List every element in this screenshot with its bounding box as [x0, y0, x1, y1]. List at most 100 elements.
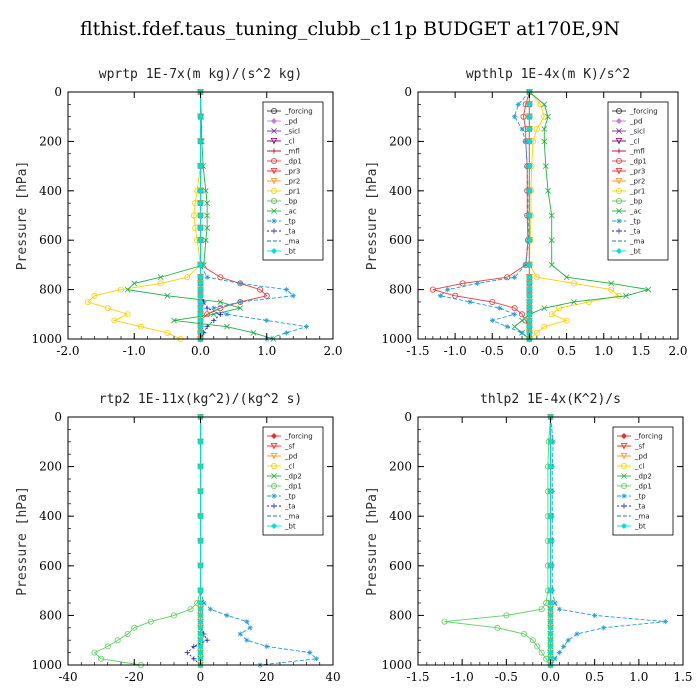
data-point — [538, 606, 545, 613]
legend-label: _ma — [284, 513, 300, 521]
legend-marker — [271, 218, 277, 224]
data-point — [520, 113, 527, 120]
data-point — [91, 649, 98, 656]
legend-marker — [620, 443, 628, 450]
legend-marker — [270, 483, 277, 490]
data-point — [608, 286, 615, 293]
data-point — [197, 138, 204, 145]
series-bt — [526, 88, 533, 343]
data-point — [526, 237, 533, 244]
legend-marker — [615, 108, 622, 115]
data-point — [474, 280, 481, 287]
data-point — [264, 317, 270, 324]
data-point — [217, 299, 224, 305]
data-point — [237, 280, 243, 287]
data-point — [114, 637, 121, 644]
y-tick-label: 200 — [39, 460, 62, 474]
data-point — [541, 305, 548, 312]
data-point — [211, 317, 217, 324]
data-point — [548, 311, 555, 318]
data-point — [542, 163, 549, 169]
data-point — [187, 606, 194, 613]
data-point — [197, 292, 204, 299]
legend-marker — [270, 247, 278, 255]
y-tick-label: 1000 — [31, 658, 62, 672]
legend-marker — [620, 483, 627, 490]
data-point — [511, 114, 518, 120]
data-point — [91, 292, 98, 299]
legend-marker — [616, 208, 622, 214]
data-point — [184, 274, 191, 281]
legend-label: _ac — [284, 208, 297, 216]
legend-label: _mfl — [629, 148, 645, 156]
data-point — [515, 101, 521, 107]
data-point — [547, 606, 554, 613]
legend-marker — [615, 247, 623, 255]
data-point — [204, 324, 210, 330]
data-point — [191, 656, 197, 662]
legend-marker — [621, 473, 627, 479]
data-point — [547, 649, 554, 656]
chart-wpthlp: wpthlp 1E-4x(m K)/s^2 Pressure [hPa] -1.5 -… — [365, 67, 688, 358]
series-dp1 — [91, 413, 204, 668]
data-point — [247, 625, 253, 631]
data-point — [197, 237, 204, 244]
data-point — [104, 305, 111, 312]
y-tick-label: 1000 — [381, 332, 412, 346]
data-point — [104, 643, 111, 650]
x-tick-label: 20 — [259, 670, 274, 684]
legend-marker — [270, 453, 278, 460]
data-point — [164, 329, 171, 336]
legend-marker — [271, 128, 277, 134]
y-axis-label: Pressure [hPa] — [365, 486, 380, 596]
data-point — [197, 618, 204, 625]
data-point — [541, 113, 548, 120]
data-point — [137, 323, 144, 330]
data-point — [197, 537, 204, 545]
legend-label: _ac — [629, 208, 642, 216]
data-point — [623, 292, 629, 299]
legend-label: _ta — [629, 228, 641, 236]
series-line — [444, 416, 551, 666]
data-point — [257, 286, 264, 293]
y-tick-label: 600 — [39, 559, 62, 573]
legend: _forcing _sf _pd _cl _dp2 _dp1 _tp _ta _ma _bt — [262, 426, 324, 536]
data-point — [541, 101, 548, 108]
legend-label: _pd — [629, 118, 642, 126]
legend-label: _ma — [629, 238, 645, 246]
data-point — [197, 113, 204, 120]
data-point — [526, 323, 533, 330]
legend-label: _forcing — [629, 108, 658, 116]
data-point — [197, 212, 204, 219]
data-point — [526, 311, 533, 318]
x-tick-label: 2.0 — [668, 344, 687, 358]
legend-label: _pr2 — [629, 178, 645, 186]
data-point — [645, 286, 652, 293]
legend-label: _dp2 — [634, 473, 652, 481]
y-tick-label: 400 — [389, 509, 412, 523]
x-tick-label: -20 — [125, 670, 144, 684]
series-dp1 — [441, 413, 554, 668]
data-point — [124, 311, 131, 318]
data-point — [191, 643, 197, 649]
data-point — [511, 323, 518, 330]
data-point — [197, 606, 204, 613]
data-point — [184, 650, 190, 656]
data-point — [592, 612, 598, 618]
data-point — [202, 237, 209, 244]
x-tick-label: 0.0 — [520, 344, 539, 358]
data-point — [197, 438, 204, 445]
data-point — [124, 286, 131, 293]
series-bt — [197, 413, 204, 669]
legend-marker — [270, 197, 277, 204]
series-line — [93, 417, 201, 666]
y-tick-label: 200 — [39, 134, 62, 148]
data-point — [170, 612, 177, 619]
data-point — [489, 317, 495, 324]
data-point — [204, 637, 210, 643]
data-point — [452, 292, 459, 299]
x-tick-label: -1.0 — [444, 344, 467, 358]
data-point — [197, 612, 204, 619]
data-point — [197, 463, 204, 470]
x-tick-label: 2.0 — [323, 344, 342, 358]
